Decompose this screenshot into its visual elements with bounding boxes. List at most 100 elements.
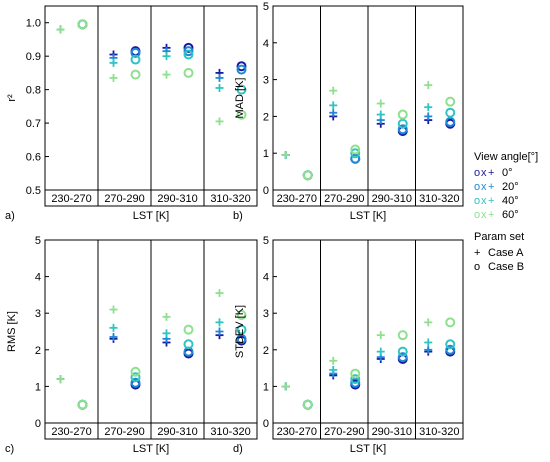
- y-tick-label: 4: [35, 272, 41, 284]
- point-case-a: [109, 73, 118, 82]
- point-case-b: [236, 84, 247, 95]
- point-case-b: [130, 366, 141, 377]
- y-tick-label: 0: [35, 418, 41, 430]
- x-tick-label: 290-310: [157, 426, 197, 438]
- y-tick-label: 0: [263, 418, 269, 430]
- point-case-b: [77, 19, 88, 30]
- x-tick-label: 230-270: [277, 193, 317, 205]
- point-case-b: [445, 96, 456, 107]
- legend-view-title: View angle[°]: [474, 151, 538, 163]
- point-case-b: [350, 368, 361, 379]
- legend-view-entry: o x +40°: [474, 195, 519, 207]
- x-axis-label: LST [K]: [350, 210, 386, 222]
- point-case-b: [183, 42, 194, 53]
- x-tick-label: 230-270: [51, 193, 91, 205]
- legend-param-symbol: +: [474, 247, 480, 259]
- point-case-b: [397, 109, 408, 120]
- x-tick-label: 270-290: [104, 426, 144, 438]
- point-case-b: [183, 46, 194, 57]
- y-tick-label: 0.9: [26, 51, 41, 63]
- point-case-b: [350, 153, 361, 164]
- point-case-b: [397, 352, 408, 363]
- point-case-b: [445, 344, 456, 355]
- panel-label: b): [233, 210, 243, 222]
- y-tick-label: 5: [263, 235, 269, 247]
- legend-view-symbol: o: [474, 209, 480, 221]
- point-case-a: [215, 73, 224, 82]
- y-axis-label: r²: [6, 94, 18, 102]
- y-axis-label: MAD [K]: [234, 78, 246, 119]
- x-tick-label: 290-310: [372, 426, 412, 438]
- x-tick-label: 270-290: [324, 193, 364, 205]
- point-case-b: [445, 116, 456, 127]
- legend-view-symbol: x: [481, 195, 487, 207]
- point-case-b: [236, 61, 247, 72]
- panel-label: a): [5, 210, 15, 222]
- legend-param-label: Case A: [488, 247, 524, 259]
- point-case-b: [236, 310, 247, 321]
- point-case-a: [215, 83, 224, 92]
- y-tick-label: 2: [263, 345, 269, 357]
- point-case-a: [424, 112, 433, 121]
- point-case-b: [350, 148, 361, 159]
- point-case-a: [424, 318, 433, 327]
- point-case-a: [281, 382, 290, 391]
- legend-view-label: 60°: [502, 209, 519, 221]
- point-case-b: [130, 69, 141, 80]
- legend: View angle[°]o x +0°o x +20°o x +40°o x +60°Para…: [474, 151, 538, 273]
- legend-view-label: 0°: [502, 167, 513, 179]
- y-tick-label: 2: [35, 345, 41, 357]
- point-case-a: [329, 101, 338, 110]
- legend-view-symbol: +: [488, 167, 494, 179]
- legend-view-symbol: x: [481, 167, 487, 179]
- y-tick-label: 4: [263, 272, 269, 284]
- point-case-b: [445, 107, 456, 118]
- y-tick-label: 3: [35, 308, 41, 320]
- point-case-a: [329, 356, 338, 365]
- legend-view-entry: o x +0°: [474, 167, 513, 179]
- legend-view-symbol: +: [488, 195, 494, 207]
- x-tick-label: 310-320: [419, 193, 459, 205]
- y-tick-label: 0.5: [26, 185, 41, 197]
- point-case-b: [183, 49, 194, 60]
- point-case-b: [397, 330, 408, 341]
- point-case-a: [329, 108, 338, 117]
- point-case-b: [350, 374, 361, 385]
- legend-param-label: Case B: [488, 261, 524, 273]
- point-case-b: [77, 399, 88, 410]
- point-case-b: [236, 109, 247, 120]
- legend-view-symbol: o: [474, 167, 480, 179]
- panel-1: 230-270 270-290 290-310 310-320 LST [K] b) 0 1 2…: [233, 1, 464, 222]
- y-tick-label: 1.0: [26, 18, 41, 30]
- legend-param-symbol: o: [474, 261, 480, 273]
- y-axis-label: RMS [K]: [6, 311, 18, 352]
- point-case-b: [183, 67, 194, 78]
- point-case-a: [56, 25, 65, 34]
- point-case-a: [56, 375, 65, 384]
- point-case-b: [183, 324, 194, 335]
- x-tick-label: 230-270: [277, 426, 317, 438]
- y-tick-label: 0.8: [26, 85, 41, 97]
- x-tick-label: 290-310: [372, 193, 412, 205]
- x-tick-label: 270-290: [104, 193, 144, 205]
- point-case-a: [376, 347, 385, 356]
- y-tick-label: 1: [263, 148, 269, 160]
- point-case-a: [109, 305, 118, 314]
- legend-param-title: Param set: [474, 231, 524, 243]
- point-case-b: [302, 399, 313, 410]
- point-case-b: [183, 339, 194, 350]
- y-tick-label: 2: [263, 111, 269, 123]
- point-case-a: [376, 331, 385, 340]
- point-case-b: [302, 170, 313, 181]
- point-case-a: [215, 327, 224, 336]
- x-tick-label: 290-310: [157, 193, 197, 205]
- x-axis-label: LST [K]: [133, 443, 169, 455]
- panel-0: 230-270 270-290 290-310 310-320 LST [K] a) 0.5…: [5, 5, 258, 222]
- point-case-a: [424, 103, 433, 112]
- legend-view-symbol: x: [481, 181, 487, 193]
- x-tick-label: 310-320: [210, 426, 250, 438]
- panel-label: c): [5, 443, 14, 455]
- point-case-a: [424, 345, 433, 354]
- x-tick-label: 270-290: [324, 426, 364, 438]
